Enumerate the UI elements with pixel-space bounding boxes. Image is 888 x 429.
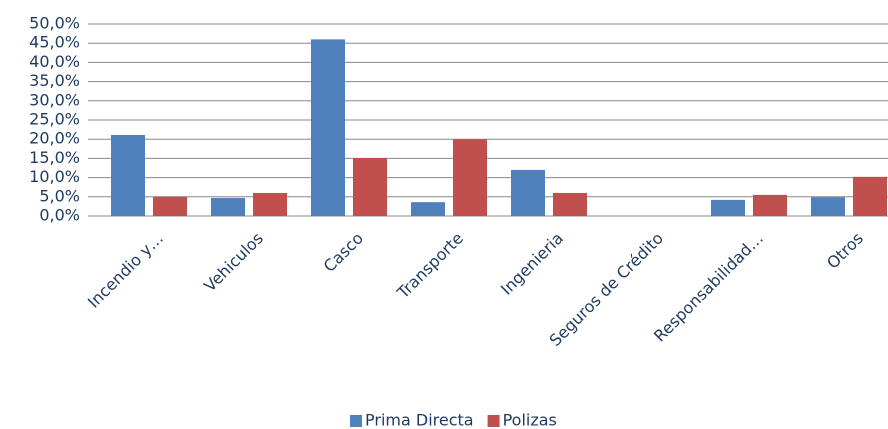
bar [811,197,845,216]
bar [211,197,245,216]
bar [353,158,387,216]
x-tick-label: Otros [823,229,867,273]
bar [511,169,545,216]
y-tick-label: 40,0% [29,52,80,71]
bar [553,192,587,216]
y-tick-label: 30,0% [29,90,80,109]
y-tick-label: 35,0% [29,71,80,90]
bar [411,202,445,216]
x-tick-label: Vehiculos [200,229,267,296]
bar [311,39,345,216]
y-tick-label: 15,0% [29,148,80,167]
x-tick-label: Seguros de Crédito [546,229,667,350]
y-tick-label: 10,0% [29,167,80,186]
x-tick-label: Casco [320,229,367,276]
y-tick-label: 20,0% [29,129,80,148]
bar [153,196,187,216]
bar [753,194,787,216]
bar [711,199,745,216]
y-tick-label: 25,0% [29,110,80,129]
bar [253,192,287,216]
legend-swatch [487,415,500,427]
x-tick-label: Ingenieria [497,229,567,299]
y-tick-label: 0,0% [39,206,80,225]
bar [453,139,487,216]
x-tick-label: Transporte [393,229,467,303]
legend-swatch [350,415,362,427]
x-tick-label: Responsabilidad… [650,229,767,346]
bar [111,134,145,216]
bar [853,176,887,216]
x-tick-label: Incendio y… [84,229,167,312]
y-tick-label: 45,0% [29,33,80,52]
y-tick-label: 5,0% [39,186,80,205]
legend-label: Polizas [503,411,557,429]
legend-label: Prima Directa [365,411,474,429]
y-tick-label: 50,0% [29,14,80,33]
